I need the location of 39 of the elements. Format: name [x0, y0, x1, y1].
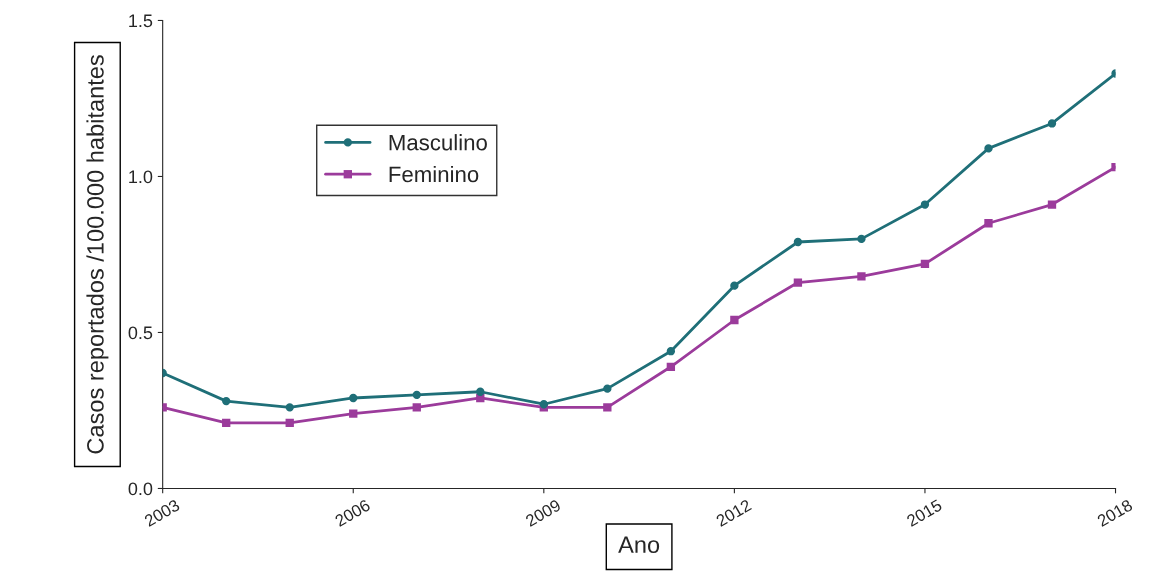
y-tick-label: 1.5	[129, 14, 153, 28]
point	[222, 418, 231, 428]
legend-label: Feminino	[389, 165, 479, 183]
point	[603, 384, 612, 393]
x-tick-label: 2012	[715, 498, 752, 527]
point	[222, 396, 231, 406]
y-tick-label: 0.0	[128, 482, 153, 496]
y-tick-label: 1.0	[129, 170, 153, 184]
point	[920, 259, 930, 268]
point	[793, 278, 803, 287]
legend-label: Masculino	[389, 134, 487, 151]
point	[920, 200, 930, 209]
point	[285, 418, 294, 428]
x-tick-label: 2018	[1096, 498, 1134, 527]
x-tick-label: 2015	[905, 498, 943, 527]
point	[857, 234, 866, 244]
point	[349, 409, 358, 418]
point	[666, 362, 676, 371]
point	[603, 403, 612, 412]
x-tick-label: 2003	[143, 498, 181, 527]
point	[412, 403, 421, 412]
x-tick-label: 2006	[334, 498, 371, 527]
y-tick-label: 0.5	[128, 326, 153, 340]
point	[793, 237, 803, 247]
point	[285, 403, 294, 412]
x-axis-title: Ano	[618, 536, 660, 554]
point	[984, 219, 993, 228]
x-tick-label: 2009	[524, 498, 562, 527]
point	[349, 393, 358, 403]
point	[730, 315, 739, 325]
point	[984, 144, 993, 153]
point	[1047, 119, 1057, 128]
point	[476, 387, 485, 396]
point	[1047, 200, 1057, 209]
point	[730, 281, 739, 290]
y-axis-title: Casos reportados /100.000 habitantes	[86, 55, 109, 454]
point	[412, 390, 421, 400]
point	[857, 272, 866, 281]
point	[666, 347, 676, 356]
